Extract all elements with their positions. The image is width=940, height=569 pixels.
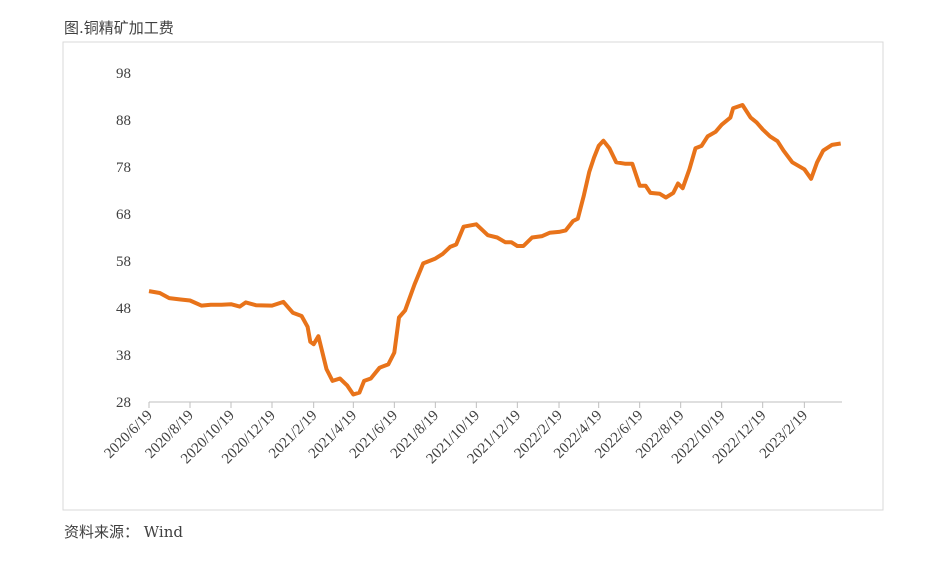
data-line [148,103,842,397]
y-tick-label: 48 [116,301,131,317]
plot-frame [62,41,884,511]
y-tick-label: 78 [116,160,131,176]
y-tick-label: 28 [116,395,131,411]
y-tick-label: 98 [116,66,131,82]
y-tick-label: 68 [116,207,131,223]
chart-title: 图.铜精矿加工费 [64,19,174,37]
y-tick-label: 38 [116,348,131,364]
y-tick-label: 58 [116,254,131,270]
y-tick-label: 88 [116,113,131,129]
source-note: 资料来源： Wind [64,523,183,541]
